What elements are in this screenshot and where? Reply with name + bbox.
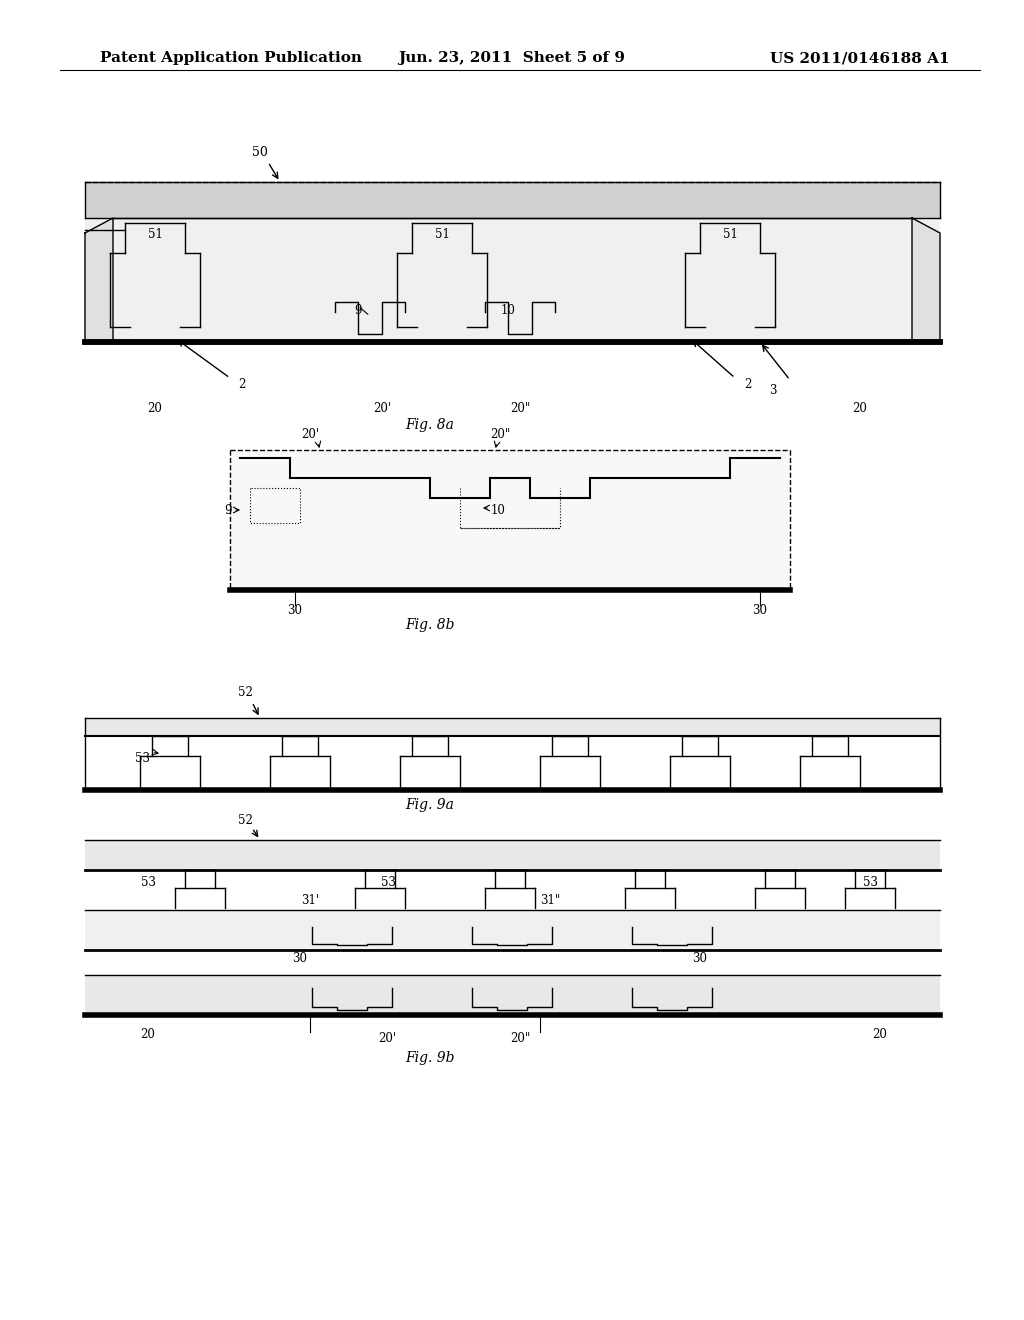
Text: 20': 20'	[378, 1031, 396, 1044]
Text: Fig. 8b: Fig. 8b	[406, 618, 455, 632]
Text: Patent Application Publication: Patent Application Publication	[100, 51, 362, 65]
Text: 10: 10	[501, 304, 515, 317]
Text: 52: 52	[238, 813, 253, 826]
Text: 30: 30	[288, 603, 302, 616]
Text: 20": 20"	[510, 401, 530, 414]
Text: Jun. 23, 2011  Sheet 5 of 9: Jun. 23, 2011 Sheet 5 of 9	[398, 51, 626, 65]
Text: 51: 51	[147, 227, 163, 240]
Bar	[85, 909, 940, 950]
Text: 31": 31"	[540, 894, 560, 907]
Text: 20: 20	[872, 1028, 888, 1041]
Text: 20: 20	[853, 401, 867, 414]
Text: 53: 53	[140, 875, 156, 888]
Text: 53: 53	[134, 751, 150, 764]
Text: 2: 2	[239, 379, 246, 392]
Polygon shape	[113, 218, 912, 342]
Text: 20': 20'	[301, 429, 319, 441]
Text: 20: 20	[147, 401, 163, 414]
Polygon shape	[85, 218, 113, 342]
Text: 30: 30	[293, 952, 307, 965]
Text: 31': 31'	[301, 894, 319, 907]
Text: 20": 20"	[510, 1031, 530, 1044]
Text: 53: 53	[862, 875, 878, 888]
Text: 20': 20'	[373, 401, 391, 414]
Text: 20: 20	[140, 1028, 156, 1041]
Text: 3: 3	[769, 384, 777, 396]
Text: 9: 9	[354, 304, 361, 317]
Bar	[85, 975, 940, 1015]
Bar	[85, 718, 940, 737]
Text: 53: 53	[381, 875, 395, 888]
Text: 52: 52	[238, 686, 253, 700]
Text: US 2011/0146188 A1: US 2011/0146188 A1	[770, 51, 950, 65]
Text: 30: 30	[753, 603, 768, 616]
Text: Fig. 8a: Fig. 8a	[406, 418, 455, 432]
Text: 50: 50	[252, 147, 268, 160]
Text: 2: 2	[744, 379, 752, 392]
Text: 20": 20"	[489, 429, 510, 441]
Bar	[85, 182, 940, 218]
Text: Fig. 9a: Fig. 9a	[406, 799, 455, 812]
Text: 51: 51	[723, 227, 737, 240]
Text: 51: 51	[434, 227, 450, 240]
Text: 30: 30	[692, 952, 708, 965]
Text: Fig. 9b: Fig. 9b	[406, 1051, 455, 1065]
Polygon shape	[912, 218, 940, 342]
Bar	[85, 218, 940, 342]
Text: 10: 10	[490, 503, 506, 516]
Bar	[231, 450, 790, 590]
Text: 9: 9	[224, 503, 231, 516]
Bar	[85, 840, 940, 870]
